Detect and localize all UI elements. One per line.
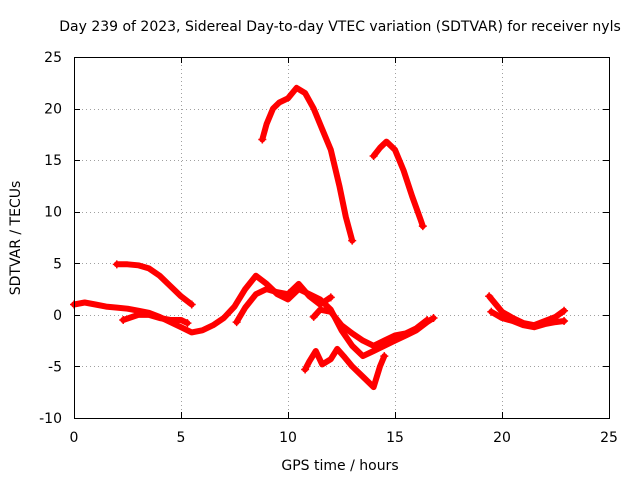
- y-axis-label: SDTVAR / TECUs: [8, 181, 24, 296]
- series-marker: [348, 236, 357, 245]
- series-track-10: [488, 308, 568, 331]
- x-tick-label: 0: [70, 430, 79, 446]
- series-track-1: [71, 272, 437, 360]
- series-track-8: [370, 138, 426, 230]
- y-tick-label: 10: [44, 205, 62, 221]
- series-marker: [423, 316, 432, 325]
- x-tick-label: 20: [493, 430, 511, 446]
- x-tick-labels: 0 5 10 15 20 25: [70, 430, 618, 446]
- series-track-2: [113, 261, 195, 308]
- series-marker: [485, 292, 494, 301]
- y-tick-label: 20: [44, 102, 62, 118]
- series-marker: [119, 316, 128, 325]
- x-tick-label: 25: [600, 430, 618, 446]
- series-layer: [70, 84, 569, 391]
- series-marker: [560, 317, 569, 326]
- series-marker: [326, 293, 335, 302]
- series-track-4: [233, 280, 334, 326]
- series-marker: [487, 307, 496, 316]
- x-tick-label: 5: [177, 430, 186, 446]
- y-tick-label: 15: [44, 153, 62, 169]
- series-marker: [183, 319, 192, 328]
- series-marker: [232, 318, 241, 327]
- y-tick-label: -10: [39, 411, 62, 427]
- series-marker: [429, 313, 438, 322]
- series-marker: [187, 300, 196, 309]
- series-track-6: [302, 345, 388, 391]
- axis-ticks: [74, 57, 610, 419]
- x-tick-label: 15: [386, 430, 404, 446]
- series-marker: [309, 312, 318, 321]
- plot-frame: [74, 57, 610, 419]
- y-tick-label: 25: [44, 50, 62, 66]
- series-marker: [380, 352, 389, 361]
- series-track-5: [310, 306, 431, 349]
- series-marker: [369, 152, 378, 161]
- series-marker: [418, 222, 427, 231]
- series-marker: [301, 365, 310, 374]
- y-tick-labels: -10 -5 0 5 10 15 20 25: [39, 50, 62, 427]
- x-axis-label: GPS time / hours: [281, 458, 398, 474]
- series-track-3: [120, 311, 191, 327]
- series-marker: [112, 260, 121, 269]
- series-marker: [560, 306, 569, 315]
- y-tick-label: 5: [53, 256, 62, 272]
- series-track-7: [259, 84, 356, 244]
- grid-lines: [74, 57, 609, 418]
- x-tick-label: 10: [279, 430, 297, 446]
- series-marker: [258, 135, 267, 144]
- y-tick-label: 0: [53, 308, 62, 324]
- y-tick-label: -5: [48, 359, 62, 375]
- chart-title: Day 239 of 2023, Sidereal Day-to-day VTE…: [59, 19, 621, 35]
